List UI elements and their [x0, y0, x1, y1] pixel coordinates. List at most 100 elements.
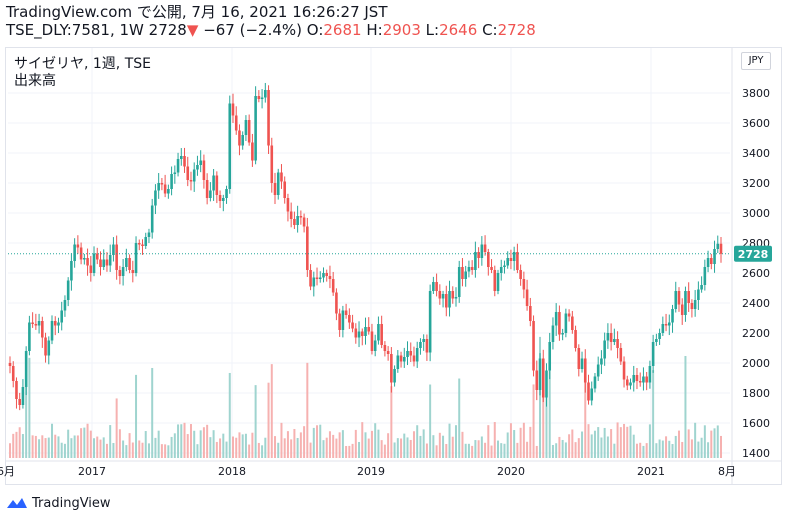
- candle-body: [247, 120, 251, 143]
- candle-body: [331, 279, 335, 293]
- candle-body: [470, 267, 474, 270]
- volume-bar: [471, 445, 474, 458]
- volume-bar: [645, 443, 648, 458]
- volume-bar: [63, 443, 66, 458]
- candle-body: [73, 244, 76, 261]
- candle-body: [671, 309, 674, 323]
- candle-body: [60, 310, 64, 323]
- candle-body: [613, 339, 616, 342]
- candle-body: [713, 249, 716, 264]
- volume-bar: [144, 431, 147, 458]
- volume-bar: [568, 434, 571, 458]
- volume-bar: [99, 439, 102, 458]
- candle-body: [616, 339, 619, 348]
- candle-body: [11, 366, 15, 381]
- volume-bar: [477, 440, 480, 458]
- volume-bar: [212, 430, 215, 458]
- candle-body: [645, 376, 648, 383]
- candle-body: [34, 324, 38, 326]
- volume-bar: [597, 427, 600, 458]
- candle-body: [150, 205, 154, 233]
- currency-badge[interactable]: JPY: [741, 52, 771, 70]
- volume-bar: [167, 445, 170, 458]
- volume-bar: [147, 443, 150, 458]
- open-label: O:: [306, 21, 324, 39]
- volume-bar: [454, 425, 457, 458]
- candle-body: [425, 339, 429, 353]
- volume-bar: [629, 425, 632, 458]
- candle-body: [63, 300, 67, 311]
- candle-body: [118, 270, 122, 276]
- candle-body: [66, 280, 70, 300]
- volume-bar: [687, 429, 690, 458]
- candle-body: [18, 399, 21, 405]
- candle-body: [538, 358, 542, 390]
- volume-bar: [57, 436, 60, 458]
- candle-body: [619, 348, 623, 362]
- candle-body: [241, 135, 244, 146]
- volume-bar: [41, 435, 44, 458]
- open-value: 2681: [323, 21, 362, 39]
- candle-body: [167, 189, 170, 194]
- candle-body: [603, 340, 606, 359]
- volume-bar: [425, 443, 428, 458]
- volume-bar: [264, 437, 267, 458]
- volume-bar: [254, 385, 257, 458]
- candle-body: [661, 324, 665, 333]
- candle-body: [215, 175, 219, 195]
- candle-body: [176, 159, 180, 173]
- candle-body: [493, 270, 497, 291]
- candle-body: [267, 90, 270, 146]
- candle-body: [399, 355, 403, 362]
- volume-bar: [193, 430, 196, 458]
- candle-body: [625, 379, 629, 386]
- y-tick-label: 3200: [742, 177, 770, 190]
- candle-body: [234, 115, 238, 131]
- volume-bar: [577, 438, 580, 458]
- candle-body: [92, 253, 96, 273]
- volume-bar: [283, 438, 286, 458]
- candle-body: [309, 270, 312, 287]
- candle-body: [179, 156, 183, 159]
- volume-bar: [248, 444, 251, 458]
- volume-bar: [325, 437, 328, 458]
- footer-brand[interactable]: TradingView: [6, 494, 111, 512]
- volume-bar: [296, 437, 299, 458]
- candle-body: [296, 216, 299, 225]
- candle-body: [457, 267, 461, 297]
- volume-bar: [700, 437, 703, 458]
- candle-body: [28, 322, 31, 351]
- candle-body: [703, 267, 707, 285]
- volume-bar: [83, 427, 86, 458]
- volume-bar: [44, 438, 47, 458]
- volume-bar: [419, 435, 422, 458]
- candle-body: [218, 195, 222, 201]
- candle-body: [338, 313, 341, 330]
- candle-body: [680, 304, 684, 315]
- candle-body: [44, 337, 47, 356]
- volume-bar: [18, 427, 21, 458]
- candle-body: [41, 321, 44, 338]
- volume-bar: [707, 442, 710, 458]
- candle-body: [706, 258, 710, 267]
- volume-bar: [513, 430, 516, 458]
- volume-bar: [80, 428, 83, 458]
- candle-body: [664, 324, 668, 326]
- volume-bar: [474, 440, 477, 458]
- volume-bar: [312, 427, 315, 458]
- candle-body: [496, 273, 500, 291]
- candle-body: [280, 172, 283, 182]
- candle-body: [377, 324, 380, 341]
- candle-body: [506, 258, 509, 266]
- chart-frame[interactable]: [5, 47, 782, 485]
- candle-body: [79, 247, 83, 260]
- volume-bar: [435, 445, 438, 458]
- candle-body: [276, 172, 280, 195]
- volume-bar: [306, 362, 309, 458]
- candle-body: [86, 258, 89, 266]
- candle-body: [522, 279, 526, 290]
- candle-body: [587, 382, 590, 401]
- volume-bar: [160, 444, 163, 458]
- volume-bar: [322, 440, 325, 458]
